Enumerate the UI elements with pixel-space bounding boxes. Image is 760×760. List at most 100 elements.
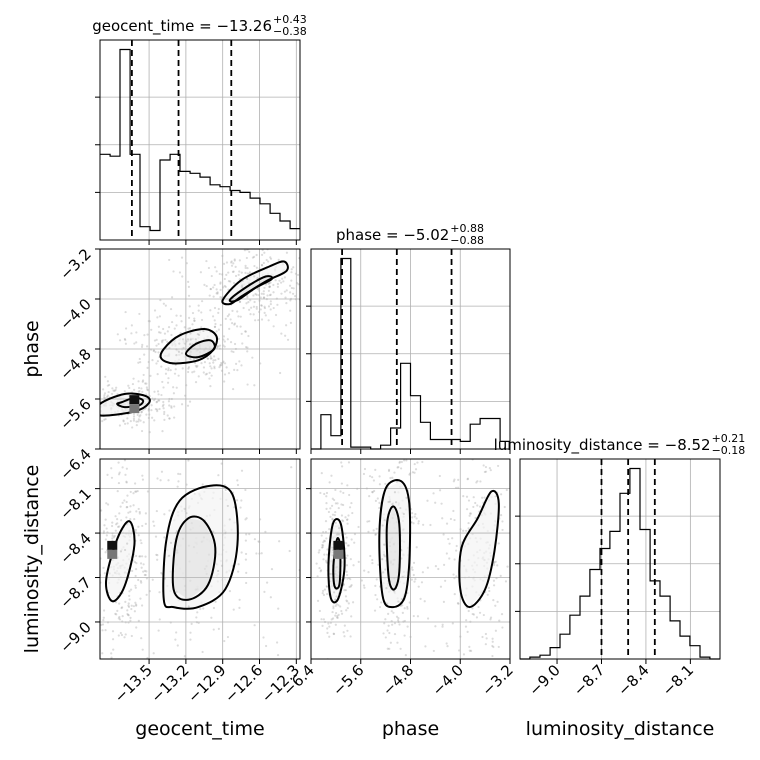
sample-point [137, 578, 140, 582]
sample-point [252, 313, 255, 316]
x-tick-label: −4.8 [379, 661, 417, 699]
sample-point [278, 540, 281, 543]
sample-point [297, 283, 300, 286]
sample-point [248, 308, 251, 311]
sample-point [391, 476, 394, 479]
sample-point [118, 602, 121, 605]
sample-point [133, 342, 136, 345]
sample-point [113, 534, 116, 538]
sample-point [371, 562, 374, 565]
sample-point [220, 361, 223, 365]
sample-point [335, 616, 339, 619]
sample-point [381, 558, 384, 561]
y-tick-label: −4.0 [56, 295, 94, 333]
sample-point [226, 315, 229, 318]
sample-point [75, 395, 77, 397]
sample-point [257, 287, 260, 290]
sample-point [466, 478, 469, 481]
sample-point [263, 251, 266, 254]
sample-point [140, 566, 143, 569]
sample-point [413, 471, 416, 474]
sample-point [492, 563, 496, 567]
sample-point [264, 283, 267, 286]
sample-point [469, 512, 472, 515]
sample-point [214, 455, 216, 457]
sample-point [142, 421, 145, 424]
x-tick-label: −4.0 [429, 661, 467, 699]
sample-point [325, 663, 327, 665]
sample-point [156, 410, 159, 413]
sample-point [128, 594, 131, 598]
sample-point [233, 368, 236, 371]
sample-point [222, 335, 226, 338]
sample-point [92, 394, 94, 396]
sample-point [303, 287, 305, 289]
sample-point [327, 622, 330, 625]
sample-point [201, 650, 204, 654]
sample-point [238, 259, 241, 262]
sample-point [399, 506, 402, 510]
sample-point [209, 384, 212, 388]
sample-point [390, 406, 392, 408]
sample-point [256, 276, 259, 280]
y-tick-label: −5.6 [56, 395, 94, 433]
sample-point [146, 333, 149, 336]
sample-point [255, 253, 258, 257]
sample-point [137, 380, 140, 383]
sample-point [206, 357, 210, 360]
sample-point [260, 304, 263, 307]
sample-point [489, 618, 492, 621]
sample-point [161, 339, 165, 342]
sample-point [341, 465, 344, 468]
sample-point [239, 300, 242, 303]
sample-point [127, 602, 130, 605]
sample-point [253, 624, 256, 627]
sample-point [259, 296, 262, 299]
sample-point [325, 502, 328, 505]
sample-point [393, 471, 396, 474]
sample-point [121, 606, 124, 609]
sample-point [400, 597, 403, 601]
sample-point [133, 610, 136, 613]
sample-point [118, 471, 121, 474]
sample-point [337, 613, 340, 616]
sample-point [336, 616, 339, 619]
sample-point [346, 554, 349, 557]
sample-point [177, 374, 180, 377]
sample-point [416, 461, 419, 464]
sample-point [336, 533, 339, 536]
sample-point [475, 616, 479, 619]
sample-point [284, 334, 287, 337]
sample-point [228, 327, 231, 330]
sample-point [406, 625, 409, 628]
sample-point [172, 270, 175, 273]
sample-point [105, 395, 109, 399]
sample-point [156, 360, 159, 363]
sample-point [340, 461, 343, 464]
sample-point [174, 638, 177, 641]
sample-point [453, 417, 455, 419]
sample-point [290, 286, 293, 290]
sample-point [127, 614, 130, 617]
sample-point [213, 325, 217, 328]
sample-point [452, 480, 455, 483]
sample-point [135, 331, 138, 334]
sample-point [421, 460, 424, 464]
sample-point [243, 249, 247, 252]
sample-point [387, 612, 390, 615]
sample-point [232, 350, 235, 354]
sample-point [442, 563, 446, 566]
panel-geocent-time-hist [99, 39, 301, 241]
sample-point [135, 554, 138, 558]
sample-point [393, 632, 397, 636]
sample-point [489, 616, 493, 619]
density-fill [230, 276, 272, 301]
sample-point [193, 370, 196, 373]
sample-point [244, 264, 247, 267]
sample-point [340, 612, 344, 615]
sample-point [111, 521, 114, 524]
sample-point [386, 629, 389, 632]
sample-point [223, 373, 227, 376]
sample-point [121, 466, 124, 469]
sample-point [323, 553, 326, 556]
